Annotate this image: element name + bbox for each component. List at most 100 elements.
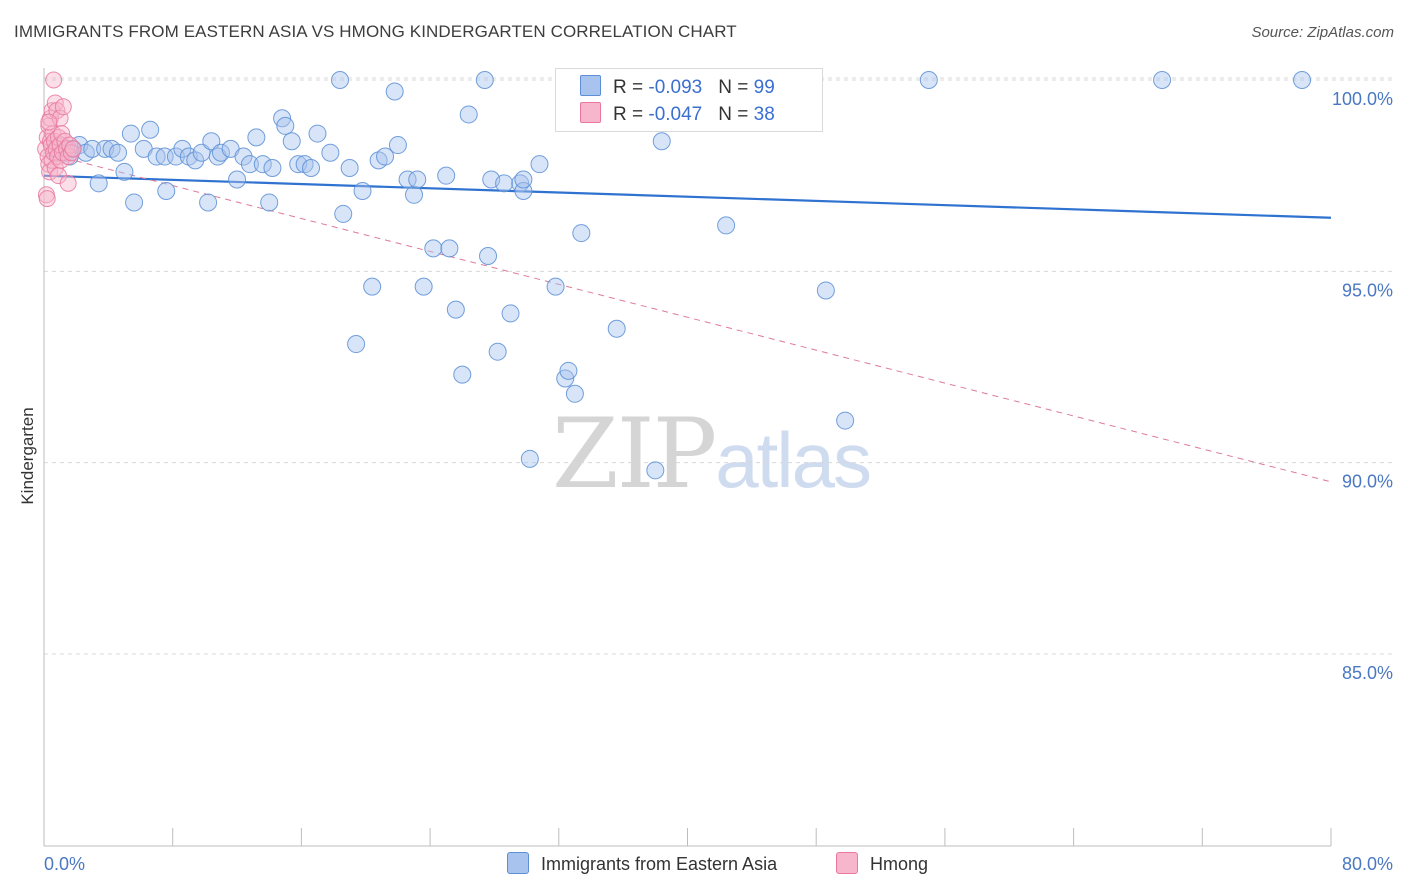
point-eastern-asia — [572, 224, 591, 243]
point-eastern-asia — [816, 281, 835, 300]
watermark-atlas: atlas — [715, 416, 872, 504]
watermark-zip: ZIP — [552, 398, 717, 510]
y-axis-title: Kindergarten — [18, 407, 37, 504]
point-eastern-asia — [501, 304, 520, 323]
data-points — [37, 71, 1312, 480]
point-eastern-asia — [488, 342, 507, 361]
point-eastern-asia — [115, 162, 134, 181]
x-tick-label: 0.0% — [44, 854, 85, 874]
y-tick-label: 95.0% — [1342, 280, 1393, 300]
point-eastern-asia — [302, 159, 321, 178]
pink-swatch — [836, 852, 858, 874]
point-eastern-asia — [321, 143, 340, 162]
legend-n-label: N = — [718, 104, 754, 125]
x-tick-label: 80.0% — [1342, 854, 1393, 874]
point-eastern-asia — [514, 170, 533, 189]
y-tick-label: 85.0% — [1342, 663, 1393, 683]
point-eastern-asia — [276, 116, 295, 135]
point-eastern-asia — [121, 124, 140, 143]
point-eastern-asia — [446, 300, 465, 319]
legend-item-hmong[interactable]: Hmong — [836, 852, 928, 875]
point-eastern-asia — [437, 166, 456, 185]
point-eastern-asia — [353, 181, 372, 200]
point-eastern-asia — [607, 319, 626, 338]
legend-row-hmong: R = -0.047 N = 38 — [580, 102, 775, 126]
point-hmong — [40, 113, 58, 131]
point-eastern-asia — [109, 143, 128, 162]
point-eastern-asia — [652, 132, 671, 151]
point-eastern-asia — [530, 155, 549, 174]
point-eastern-asia — [253, 155, 272, 174]
point-eastern-asia — [385, 82, 404, 101]
y-tick-label: 100.0% — [1332, 89, 1393, 109]
point-eastern-asia — [475, 71, 494, 89]
source-label: Source: ZipAtlas.com — [1251, 24, 1394, 41]
point-hmong — [64, 140, 82, 158]
point-eastern-asia — [717, 216, 736, 235]
point-eastern-asia — [520, 449, 539, 468]
trend-lines — [43, 152, 1332, 483]
point-eastern-asia — [247, 128, 266, 147]
point-eastern-asia — [157, 181, 176, 200]
y-tick-label: 90.0% — [1342, 472, 1393, 492]
point-eastern-asia — [388, 136, 407, 155]
point-eastern-asia — [376, 147, 395, 166]
point-eastern-asia — [495, 174, 514, 193]
legend-label: Hmong — [870, 854, 929, 874]
point-eastern-asia — [646, 461, 665, 480]
point-eastern-asia — [240, 155, 259, 174]
correlation-legend: R = -0.093 N = 99 R = -0.047 N = 38 — [555, 68, 823, 132]
point-eastern-asia — [565, 384, 584, 403]
legend-item-eastern-asia[interactable]: Immigrants from Eastern Asia — [507, 852, 777, 875]
point-eastern-asia — [141, 120, 160, 139]
point-eastern-asia — [414, 277, 433, 296]
legend-row-eastern-asia: R = -0.093 N = 99 — [580, 75, 775, 99]
point-eastern-asia — [228, 170, 247, 189]
point-eastern-asia — [186, 151, 205, 170]
point-eastern-asia — [89, 174, 108, 193]
legend-n-label: N = — [718, 77, 754, 98]
point-eastern-asia — [211, 143, 230, 162]
point-hmong — [38, 190, 56, 208]
point-eastern-asia — [331, 71, 350, 89]
legend-r-label: R = — [613, 104, 649, 125]
point-eastern-asia — [546, 277, 565, 296]
point-eastern-asia — [125, 193, 144, 212]
point-eastern-asia — [919, 71, 938, 89]
point-eastern-asia — [202, 132, 221, 151]
point-eastern-asia — [166, 147, 185, 166]
legend-n-value: 99 — [753, 77, 775, 98]
point-eastern-asia — [340, 159, 359, 178]
point-eastern-asia — [440, 239, 459, 258]
point-eastern-asia — [308, 124, 327, 143]
point-eastern-asia — [398, 170, 417, 189]
point-eastern-asia — [199, 193, 218, 212]
point-eastern-asia — [83, 139, 102, 158]
blue-swatch — [507, 852, 529, 874]
trendline-eastern-asia — [43, 174, 1332, 219]
axes — [43, 68, 1332, 847]
pink-swatch — [580, 102, 601, 123]
axis-labels: 85.0% 90.0% 95.0% 100.0% 0.0% 80.0% Kindergart… — [18, 89, 1393, 874]
point-hmong — [54, 98, 72, 116]
point-eastern-asia — [559, 361, 578, 380]
point-eastern-asia — [347, 335, 366, 354]
blue-swatch — [580, 75, 601, 96]
point-hmong — [59, 174, 77, 192]
point-eastern-asia — [1153, 71, 1172, 89]
point-eastern-asia — [263, 159, 282, 178]
point-eastern-asia — [173, 139, 192, 158]
point-eastern-asia — [836, 411, 855, 430]
point-eastern-asia — [479, 247, 498, 266]
legend-label: Immigrants from Eastern Asia — [541, 854, 778, 874]
point-eastern-asia — [405, 185, 424, 204]
legend-n-value: 38 — [753, 104, 775, 125]
point-eastern-asia — [453, 365, 472, 384]
legend-r-value: -0.093 — [648, 77, 703, 98]
point-eastern-asia — [282, 132, 301, 151]
point-eastern-asia — [260, 193, 279, 212]
point-eastern-asia — [363, 277, 382, 296]
point-eastern-asia — [1293, 71, 1312, 89]
point-eastern-asia — [408, 170, 427, 189]
